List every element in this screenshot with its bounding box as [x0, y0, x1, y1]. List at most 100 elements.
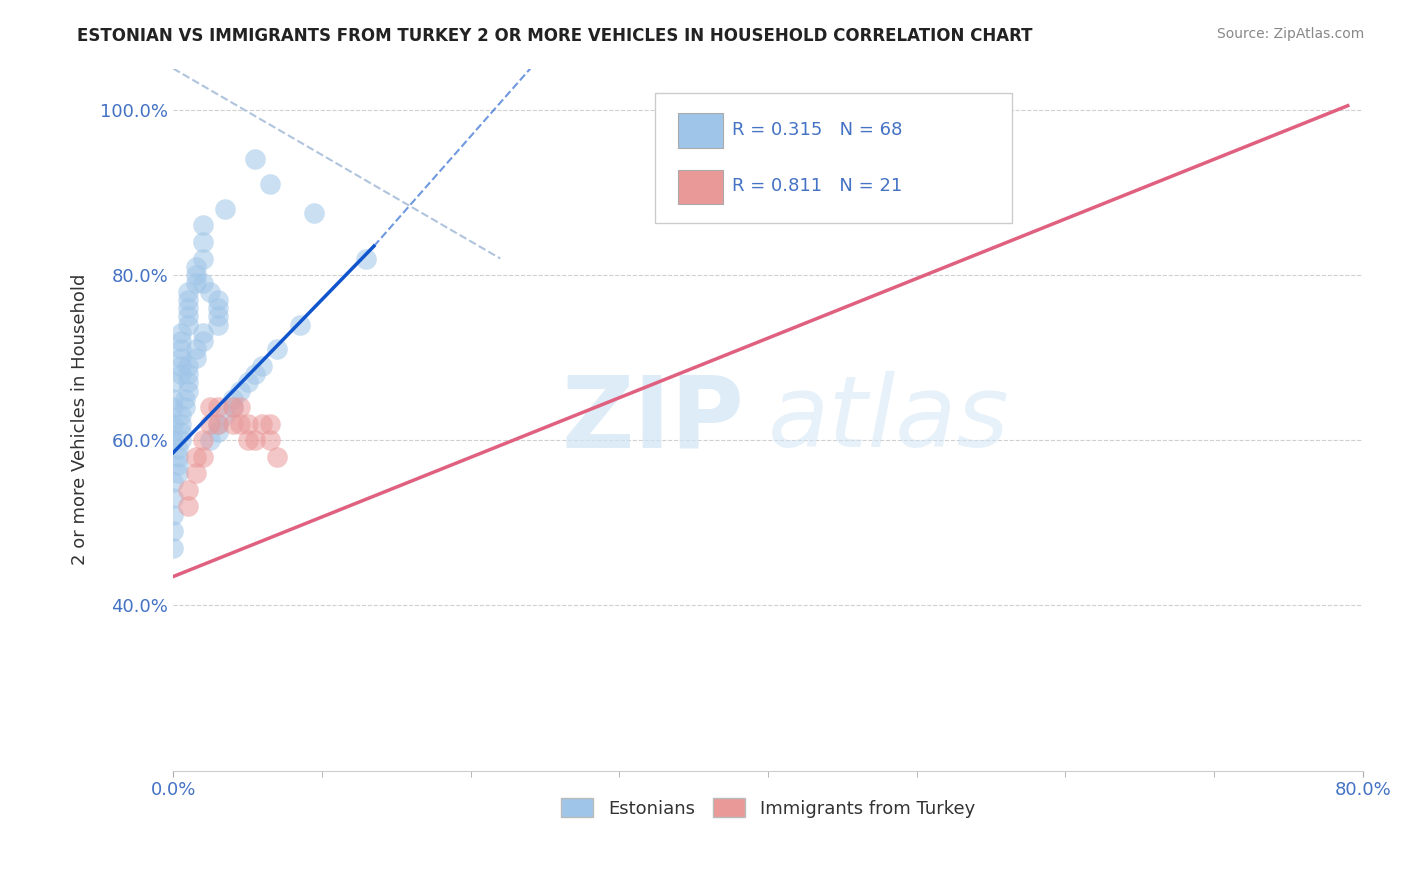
Point — [236, 376, 259, 390]
Point — [207, 293, 229, 307]
Point — [191, 219, 214, 233]
Point — [200, 401, 222, 415]
Point — [162, 491, 184, 505]
Point — [174, 401, 197, 415]
FancyBboxPatch shape — [678, 169, 723, 204]
FancyBboxPatch shape — [655, 93, 1012, 223]
Point — [266, 450, 288, 464]
Point — [174, 392, 197, 406]
Text: atlas: atlas — [768, 371, 1010, 468]
Point — [259, 417, 281, 431]
Point — [162, 524, 184, 538]
Point — [207, 301, 229, 315]
Point — [200, 285, 222, 299]
Point — [177, 376, 200, 390]
Point — [169, 409, 191, 423]
Point — [177, 359, 200, 373]
Point — [207, 401, 229, 415]
Point — [177, 483, 200, 497]
Legend: Estonians, Immigrants from Turkey: Estonians, Immigrants from Turkey — [554, 791, 983, 825]
Point — [259, 177, 281, 191]
Point — [184, 467, 207, 481]
Point — [184, 450, 207, 464]
Point — [162, 417, 184, 431]
Text: R = 0.811   N = 21: R = 0.811 N = 21 — [733, 178, 903, 195]
Point — [221, 401, 243, 415]
Point — [243, 367, 266, 381]
Point — [184, 268, 207, 282]
Point — [177, 384, 200, 398]
Point — [177, 318, 200, 332]
Point — [169, 417, 191, 431]
Point — [229, 384, 252, 398]
Point — [169, 425, 191, 439]
Point — [184, 343, 207, 357]
Point — [236, 434, 259, 448]
Point — [177, 301, 200, 315]
Point — [221, 401, 243, 415]
Point — [191, 277, 214, 291]
Point — [200, 417, 222, 431]
Text: Source: ZipAtlas.com: Source: ZipAtlas.com — [1216, 27, 1364, 41]
Point — [177, 310, 200, 324]
Point — [177, 293, 200, 307]
Point — [166, 442, 188, 456]
Point — [252, 359, 274, 373]
Point — [169, 343, 191, 357]
Point — [214, 202, 236, 216]
Point — [221, 417, 243, 431]
Point — [162, 475, 184, 489]
Point — [221, 392, 243, 406]
Point — [162, 401, 184, 415]
Point — [207, 425, 229, 439]
Point — [259, 434, 281, 448]
Point — [166, 458, 188, 472]
Point — [191, 434, 214, 448]
Point — [207, 417, 229, 431]
Point — [200, 434, 222, 448]
Point — [169, 367, 191, 381]
Point — [252, 417, 274, 431]
Point — [356, 252, 378, 266]
Point — [229, 401, 252, 415]
Point — [191, 252, 214, 266]
Point — [229, 417, 252, 431]
Point — [162, 376, 184, 390]
Point — [207, 310, 229, 324]
Text: ESTONIAN VS IMMIGRANTS FROM TURKEY 2 OR MORE VEHICLES IN HOUSEHOLD CORRELATION C: ESTONIAN VS IMMIGRANTS FROM TURKEY 2 OR … — [77, 27, 1033, 45]
Point — [288, 318, 311, 332]
Point — [169, 359, 191, 373]
Point — [162, 508, 184, 522]
Point — [304, 206, 326, 220]
Point — [184, 351, 207, 365]
Point — [184, 260, 207, 274]
Point — [207, 417, 229, 431]
Point — [191, 450, 214, 464]
Y-axis label: 2 or more Vehicles in Household: 2 or more Vehicles in Household — [72, 274, 89, 566]
Point — [169, 334, 191, 348]
Point — [191, 235, 214, 249]
Point — [243, 153, 266, 167]
Point — [191, 326, 214, 340]
Point — [169, 326, 191, 340]
Point — [169, 434, 191, 448]
Point — [184, 277, 207, 291]
Point — [177, 500, 200, 514]
Point — [214, 409, 236, 423]
Point — [162, 434, 184, 448]
Point — [166, 467, 188, 481]
Point — [266, 343, 288, 357]
Point — [169, 351, 191, 365]
Point — [162, 392, 184, 406]
Point — [236, 417, 259, 431]
Point — [243, 434, 266, 448]
Text: R = 0.315   N = 68: R = 0.315 N = 68 — [733, 121, 903, 139]
Text: ZIP: ZIP — [561, 371, 744, 468]
Point — [177, 285, 200, 299]
Point — [191, 334, 214, 348]
Point — [162, 541, 184, 555]
Point — [166, 450, 188, 464]
Point — [207, 318, 229, 332]
FancyBboxPatch shape — [678, 113, 723, 148]
Point — [177, 367, 200, 381]
